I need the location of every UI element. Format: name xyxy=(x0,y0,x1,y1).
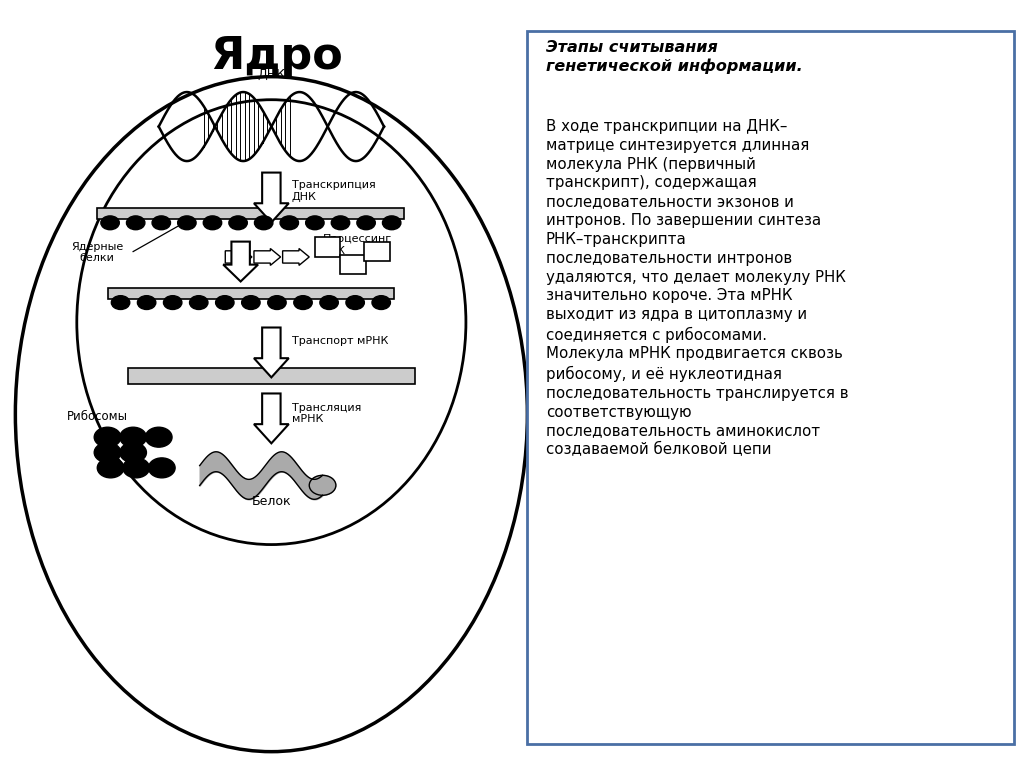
Circle shape xyxy=(346,295,365,309)
Circle shape xyxy=(112,295,130,309)
Bar xyxy=(108,288,394,299)
Circle shape xyxy=(280,216,299,230)
Circle shape xyxy=(178,216,197,230)
Text: Процессинг
РНК: Процессинг РНК xyxy=(323,234,392,255)
Circle shape xyxy=(127,216,145,230)
Bar xyxy=(340,255,367,274)
Text: В ходе транскрипции на ДНК–
матрице синтезируется длинная
молекула РНК (первичны: В ходе транскрипции на ДНК– матрице синт… xyxy=(546,119,848,457)
Polygon shape xyxy=(254,328,289,377)
Circle shape xyxy=(294,295,312,309)
Circle shape xyxy=(372,295,390,309)
Circle shape xyxy=(267,295,286,309)
Circle shape xyxy=(242,295,260,309)
Text: Этапы считывания
генетической информации.: Этапы считывания генетической информации… xyxy=(546,40,803,74)
Circle shape xyxy=(189,295,208,309)
Circle shape xyxy=(97,458,124,478)
Circle shape xyxy=(152,216,170,230)
Circle shape xyxy=(382,216,400,230)
Circle shape xyxy=(254,216,272,230)
Circle shape xyxy=(309,476,336,495)
Ellipse shape xyxy=(77,100,466,545)
Circle shape xyxy=(94,427,121,447)
Text: Рибосомы: Рибосомы xyxy=(67,410,128,423)
Circle shape xyxy=(319,295,338,309)
Text: Транскрипция
ДНК: Транскрипция ДНК xyxy=(292,180,376,202)
Text: ДНК: ДНК xyxy=(257,67,286,81)
Circle shape xyxy=(148,458,175,478)
Circle shape xyxy=(100,216,119,230)
Bar xyxy=(97,208,404,219)
Text: Ядро: Ядро xyxy=(210,35,343,77)
Polygon shape xyxy=(223,242,258,281)
Polygon shape xyxy=(283,249,309,265)
Circle shape xyxy=(120,443,146,463)
Circle shape xyxy=(357,216,376,230)
Circle shape xyxy=(120,427,146,447)
Circle shape xyxy=(216,295,234,309)
Polygon shape xyxy=(225,249,252,265)
Circle shape xyxy=(94,443,121,463)
Polygon shape xyxy=(254,173,289,222)
Circle shape xyxy=(123,458,150,478)
Polygon shape xyxy=(254,393,289,443)
Circle shape xyxy=(203,216,221,230)
Ellipse shape xyxy=(15,77,527,752)
Circle shape xyxy=(332,216,350,230)
Circle shape xyxy=(305,216,324,230)
Text: Транспорт мРНК: Транспорт мРНК xyxy=(292,336,388,346)
Circle shape xyxy=(228,216,248,230)
Bar xyxy=(365,242,389,261)
Bar xyxy=(315,237,340,256)
Circle shape xyxy=(164,295,182,309)
Polygon shape xyxy=(254,249,281,265)
Circle shape xyxy=(145,427,172,447)
Text: Ядерные
белки: Ядерные белки xyxy=(71,242,124,263)
Bar xyxy=(128,368,415,384)
Circle shape xyxy=(137,295,156,309)
Text: Белок: Белок xyxy=(252,495,291,508)
Text: Трансляция
мРНК: Трансляция мРНК xyxy=(292,403,361,424)
FancyBboxPatch shape xyxy=(527,31,1014,744)
